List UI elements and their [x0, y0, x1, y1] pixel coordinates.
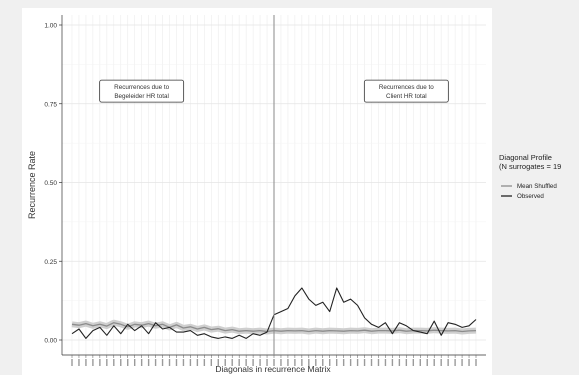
x-tick-label-mark	[287, 359, 289, 366]
x-tick-label-mark	[315, 359, 317, 366]
x-tick-label-mark	[99, 359, 101, 366]
x-tick-label-mark	[175, 359, 178, 366]
y-tick-label: 0.50	[44, 180, 57, 187]
legend-entry: Mean Shuffled	[517, 183, 557, 190]
y-axis-label: Recurrence Rate	[27, 151, 37, 219]
x-tick-label-mark	[203, 359, 206, 366]
x-tick-label-mark	[245, 359, 247, 366]
x-tick-label-mark	[273, 359, 275, 366]
x-tick-label-mark	[266, 359, 268, 366]
x-tick-label-mark	[335, 359, 338, 366]
x-tick-label-mark	[196, 359, 199, 366]
x-tick-label-mark	[468, 359, 470, 366]
x-tick-label-mark	[147, 359, 150, 366]
legend-entry: Observed	[517, 193, 544, 200]
x-tick-label-mark	[280, 359, 282, 366]
annotation-line-2: Client HR total	[386, 93, 427, 100]
x-tick-label-mark	[384, 359, 387, 366]
y-tick-label: 1.00	[44, 23, 57, 30]
y-tick-label: 0.75	[44, 101, 57, 108]
x-tick-label-mark	[259, 359, 261, 366]
x-tick-label-mark	[210, 359, 213, 366]
x-tick-label-mark	[85, 359, 87, 366]
x-tick-label-mark	[294, 359, 296, 366]
x-tick-label-mark	[398, 359, 401, 366]
x-tick-label-mark	[426, 359, 428, 366]
annotation-line-1: Recurrences due to	[379, 84, 434, 91]
x-tick-label-mark	[238, 359, 240, 366]
x-tick-label-mark	[154, 359, 157, 366]
annotation-frame	[363, 79, 449, 103]
x-tick-label-mark	[231, 359, 233, 366]
x-tick-label-mark	[133, 359, 136, 366]
x-tick-label-mark	[217, 359, 219, 366]
x-tick-label-mark	[363, 359, 366, 366]
axes: 0.00 0.25 0.50 0.75 1.00	[44, 15, 486, 366]
x-tick-label-mark	[433, 359, 435, 366]
x-tick-label-mark	[349, 359, 352, 366]
y-tick-label: 0.25	[44, 259, 57, 266]
x-tick-label-mark	[475, 359, 477, 366]
x-tick-label-mark	[120, 359, 122, 366]
x-tick-label-mark	[440, 359, 442, 366]
annotation-line-1: Recurrences due to	[114, 84, 169, 91]
legend: Diagonal Profile(N surrogates = 19 Mean S…	[499, 153, 561, 200]
x-tick-label-mark	[224, 359, 226, 366]
grid-lines	[62, 15, 486, 355]
x-tick-label-mark	[322, 359, 324, 366]
x-tick-label-mark	[308, 359, 310, 366]
legend-subtitle: (N surrogates = 19	[499, 162, 561, 171]
annotation-box: Recurrences due to Begeleider HR total	[99, 79, 185, 103]
x-tick-label-mark	[356, 359, 359, 366]
x-tick-label-mark	[106, 359, 108, 366]
x-tick-label-mark	[182, 359, 185, 366]
x-tick-label-mark	[370, 359, 373, 366]
x-tick-label-mark	[329, 359, 331, 366]
x-tick-label-mark	[377, 359, 380, 366]
y-tick-label: 0.00	[44, 338, 57, 345]
x-tick-label-mark	[140, 359, 143, 366]
x-tick-label-mark	[301, 359, 303, 366]
x-tick-label-mark	[252, 359, 254, 366]
x-tick-label-mark	[92, 359, 94, 366]
x-tick-label-mark	[78, 359, 80, 366]
annotation-line-2: Begeleider HR total	[114, 93, 169, 100]
x-tick-label-mark	[342, 359, 345, 366]
legend-title: Diagonal Profile	[499, 153, 552, 162]
x-tick-label-mark	[189, 359, 192, 366]
x-axis-label: Diagonals in recurrence Matrix	[215, 364, 331, 374]
x-tick-label-mark	[113, 359, 115, 366]
x-tick-label-mark	[161, 359, 164, 366]
x-tick-label-mark	[454, 359, 456, 366]
annotation-box: Recurrences due to Client HR total	[363, 79, 449, 103]
x-tick-label-mark	[461, 359, 463, 366]
x-tick-label-mark	[447, 359, 449, 366]
x-tick-label-mark	[71, 359, 73, 366]
x-tick-label-mark	[168, 359, 171, 366]
x-tick-label-mark	[127, 359, 129, 366]
x-tick-label-mark	[391, 359, 394, 366]
x-tick-label-mark	[405, 359, 408, 366]
annotation-frame	[99, 79, 185, 103]
x-tick-label-mark	[412, 359, 415, 366]
x-tick-label-mark	[419, 359, 421, 366]
